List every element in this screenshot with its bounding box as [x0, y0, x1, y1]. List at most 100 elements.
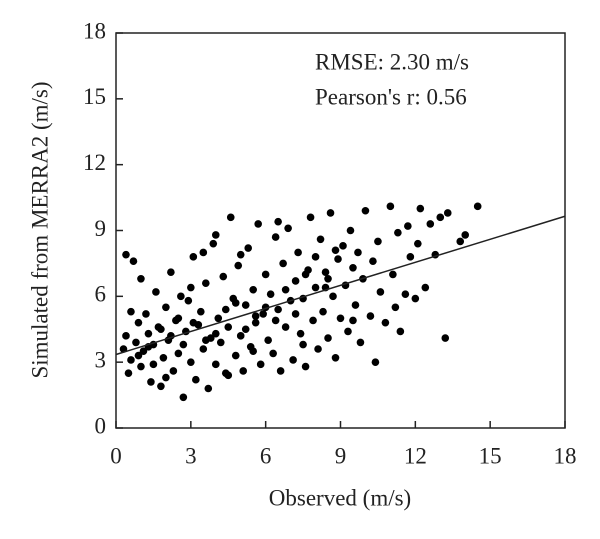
- scatter-point: [351, 301, 360, 309]
- scatter-point: [411, 294, 420, 303]
- scatter-point: [331, 246, 340, 255]
- scatter-point: [192, 375, 200, 384]
- scatter-point: [371, 358, 380, 366]
- scatter-point: [301, 270, 310, 279]
- scatter-point: [294, 248, 302, 257]
- scatter-point: [436, 213, 445, 222]
- x-tick-label: 12: [404, 443, 427, 468]
- scatter-point: [404, 222, 412, 230]
- scatter-point: [389, 270, 397, 279]
- x-tick-label: 3: [185, 443, 197, 468]
- scatter-point: [199, 345, 208, 353]
- scatter-point: [349, 316, 357, 325]
- scatter-point: [274, 305, 282, 314]
- scatter-point: [261, 270, 270, 279]
- scatter-point: [311, 283, 320, 292]
- x-tick-label: 6: [260, 443, 272, 468]
- scatter-point: [416, 204, 425, 213]
- scatter-point: [221, 305, 230, 314]
- annotation: Pearson's r: 0.56: [315, 84, 467, 109]
- scatter-point: [473, 202, 482, 211]
- scatter-point: [189, 318, 198, 327]
- scatter-point: [184, 296, 193, 305]
- scatter-point: [239, 367, 248, 375]
- scatter-point: [259, 310, 267, 318]
- scatter-point: [157, 382, 165, 391]
- x-tick-label: 0: [110, 443, 122, 468]
- scatter-point: [241, 325, 250, 334]
- scatter-point: [279, 259, 287, 268]
- scatter-point: [214, 314, 223, 323]
- scatter-point: [174, 349, 183, 358]
- scatter-point: [249, 285, 257, 294]
- scatter-point: [374, 237, 382, 246]
- scatter-point: [211, 360, 220, 369]
- scatter-point: [296, 329, 305, 338]
- scatter-point: [187, 283, 195, 292]
- y-tick-label: 18: [83, 18, 106, 43]
- scatter-point: [344, 327, 352, 336]
- scatter-point: [316, 235, 325, 244]
- scatter-point: [331, 353, 340, 362]
- scatter-point: [441, 334, 450, 342]
- scatter-point: [199, 248, 208, 257]
- scatter-point: [167, 268, 175, 276]
- scatter-point: [152, 288, 160, 296]
- scatter-point: [324, 334, 332, 342]
- y-tick-label: 15: [83, 84, 106, 109]
- scatter-point: [209, 239, 218, 248]
- scatter-point: [346, 226, 355, 235]
- scatter-point: [281, 323, 290, 331]
- scatter-point: [249, 347, 257, 355]
- scatter-point: [349, 264, 357, 272]
- scatter-point: [157, 325, 165, 334]
- x-axis-title: Observed (m/s): [269, 485, 411, 510]
- scatter-point: [401, 290, 410, 298]
- scatter-point: [174, 314, 183, 323]
- scatter-point: [179, 393, 188, 402]
- scatter-point: [224, 323, 233, 331]
- scatter-point: [122, 332, 130, 340]
- y-tick-label: 12: [83, 150, 106, 175]
- y-tick-label: 3: [95, 347, 107, 372]
- scatter-point: [149, 360, 158, 369]
- scatter-point: [177, 292, 185, 301]
- scatter-point: [127, 307, 135, 316]
- scatter-point: [291, 277, 300, 285]
- scatter-point: [134, 351, 143, 360]
- scatter-point: [339, 242, 347, 250]
- scatter-point: [147, 378, 155, 386]
- scatter-point: [137, 274, 145, 283]
- fit-line: [115, 215, 566, 356]
- scatter-point: [391, 303, 400, 312]
- scatter-point: [254, 220, 262, 228]
- scatter-point: [202, 279, 210, 287]
- scatter-point: [271, 316, 280, 325]
- scatter-point: [124, 369, 133, 377]
- scatter-point: [461, 231, 470, 239]
- scatter-point: [301, 362, 310, 371]
- scatter-point: [284, 224, 292, 233]
- scatter-point: [211, 231, 220, 239]
- scatter-point: [356, 338, 365, 347]
- scatter-point: [336, 314, 345, 323]
- scatter-point: [366, 312, 375, 320]
- scatter-point: [122, 250, 130, 259]
- scatter-point: [376, 288, 385, 296]
- y-tick-label: 9: [95, 216, 107, 241]
- scatter-point: [179, 340, 188, 349]
- scatter-point: [162, 303, 170, 312]
- scatter-point: [244, 244, 253, 252]
- scatter-point: [264, 336, 272, 345]
- scatter-point: [266, 290, 275, 298]
- scatter-point: [311, 253, 320, 261]
- scatter-point: [142, 310, 150, 318]
- scatter-point: [326, 209, 335, 217]
- scatter-point: [169, 367, 178, 375]
- scatter-point: [241, 301, 250, 309]
- scatter-point: [236, 332, 245, 340]
- scatter-point: [319, 307, 327, 316]
- scatter-point: [251, 318, 260, 327]
- scatter-point: [291, 310, 300, 318]
- scatter-point: [197, 307, 205, 316]
